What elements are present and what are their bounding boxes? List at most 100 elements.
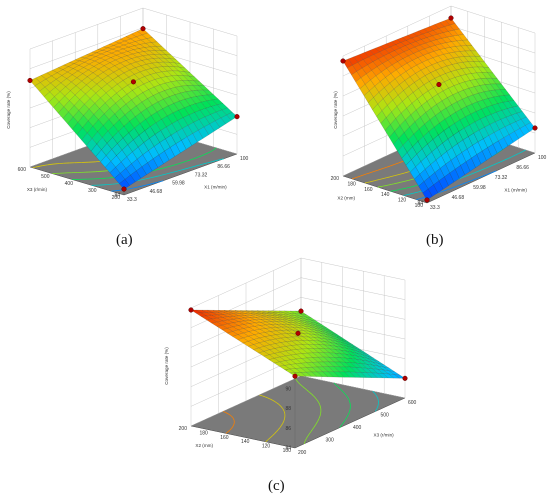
y-tick-label: 200 xyxy=(112,195,121,201)
contour-segment xyxy=(270,398,273,401)
contour-segment xyxy=(407,186,412,189)
contour-segment xyxy=(212,160,217,162)
surface-cell xyxy=(305,316,317,322)
y-tick-label: 160 xyxy=(220,435,229,441)
contour-segment xyxy=(229,414,233,417)
contour-segment xyxy=(504,158,509,161)
contour-segment xyxy=(177,169,182,172)
contour-segment xyxy=(467,180,472,183)
contour-segment xyxy=(479,175,484,178)
contour-segment xyxy=(390,189,397,192)
surface-cell xyxy=(174,62,186,69)
contour-segment xyxy=(262,395,266,398)
contour-segment xyxy=(271,434,274,437)
contour-segment xyxy=(259,394,263,397)
contour-segment xyxy=(386,165,391,168)
contour-segment xyxy=(375,394,378,398)
data-point xyxy=(234,114,240,120)
z-tick-label: 88 xyxy=(285,406,291,412)
design-points xyxy=(27,26,240,192)
contour-segment xyxy=(391,183,394,185)
contour-segment xyxy=(421,196,426,199)
contour-segment xyxy=(345,417,348,420)
surface-cell xyxy=(141,32,153,39)
contour-segment xyxy=(470,172,475,175)
contour-segment xyxy=(317,400,319,402)
data-point xyxy=(292,373,298,379)
contour-segment xyxy=(485,166,490,169)
contour-segment xyxy=(309,392,312,395)
contour-segment xyxy=(318,416,321,419)
contour-segment xyxy=(408,192,414,195)
contour-segment xyxy=(416,197,422,200)
contour-segment xyxy=(316,398,318,402)
contour-segment xyxy=(372,391,375,394)
z-axis-title: Coverage rate (%) xyxy=(333,91,338,129)
contour-segment xyxy=(283,418,285,421)
contour-segment xyxy=(345,395,348,397)
floor-contours xyxy=(222,378,379,444)
data-point xyxy=(298,308,304,314)
contour-segment xyxy=(267,397,270,399)
contour-segment xyxy=(366,172,370,175)
x-tick-label: 33.3 xyxy=(127,197,137,203)
contour-segment xyxy=(377,168,383,171)
contour-segment xyxy=(232,418,235,421)
contour-segment xyxy=(281,407,284,410)
contour-segment xyxy=(172,170,178,173)
response-surface xyxy=(29,28,238,190)
contour-segment xyxy=(311,393,314,396)
y-axis-title: X2 (mm) xyxy=(337,196,355,201)
surface-cell xyxy=(155,46,167,51)
contour-segment xyxy=(339,388,341,390)
contour-segment xyxy=(130,187,134,189)
contour-segment xyxy=(226,431,229,434)
contour-segment xyxy=(317,418,320,422)
contour-segment xyxy=(161,180,164,182)
contour-segment xyxy=(375,408,378,412)
contour-segment xyxy=(487,172,492,175)
x-axis-title: X3 (r/min) xyxy=(374,433,395,438)
contour-segment xyxy=(297,381,299,384)
contour-segment xyxy=(32,166,36,169)
x-tick-label: 600 xyxy=(408,400,417,406)
contour-segment xyxy=(518,151,523,154)
contour-segment xyxy=(383,166,387,169)
contour-segment xyxy=(311,427,314,430)
contour-segment xyxy=(438,190,443,194)
surface-cell xyxy=(363,352,374,359)
contour-segment xyxy=(337,386,340,389)
data-point xyxy=(424,197,430,203)
contour-segment xyxy=(165,165,170,168)
contour-segment xyxy=(305,438,307,441)
contour-segment xyxy=(265,396,269,399)
contour-segment xyxy=(368,171,374,174)
surface-cell xyxy=(146,37,158,43)
contour-segment xyxy=(376,396,379,399)
contour-segment xyxy=(377,185,383,188)
contour-segment xyxy=(185,167,191,170)
contour-segment xyxy=(133,186,139,189)
surface-cell xyxy=(373,359,385,366)
data-point xyxy=(532,125,538,131)
x-tick-label: 46.68 xyxy=(150,189,163,195)
contour-segment xyxy=(313,425,316,428)
contour-segment xyxy=(342,391,344,393)
surface-cell xyxy=(212,98,224,105)
contour-segment xyxy=(277,429,279,431)
y-tick-label: 120 xyxy=(398,198,407,204)
contour-segment xyxy=(231,427,233,429)
contour-segment xyxy=(491,170,496,174)
surface-cell xyxy=(457,34,469,41)
contour-segment xyxy=(276,430,278,433)
contour-segment xyxy=(343,420,346,422)
contour-segment xyxy=(160,167,166,170)
contour-segment xyxy=(388,183,392,186)
x-tick-label: 33.3 xyxy=(430,205,440,211)
x-tick-label: 300 xyxy=(326,438,335,444)
contour-segment xyxy=(212,149,215,151)
x-tick-label: 73.32 xyxy=(495,175,508,181)
contour-segment xyxy=(204,152,209,155)
x-tick-label: 59.98 xyxy=(473,185,486,191)
contour-segment xyxy=(342,421,345,425)
